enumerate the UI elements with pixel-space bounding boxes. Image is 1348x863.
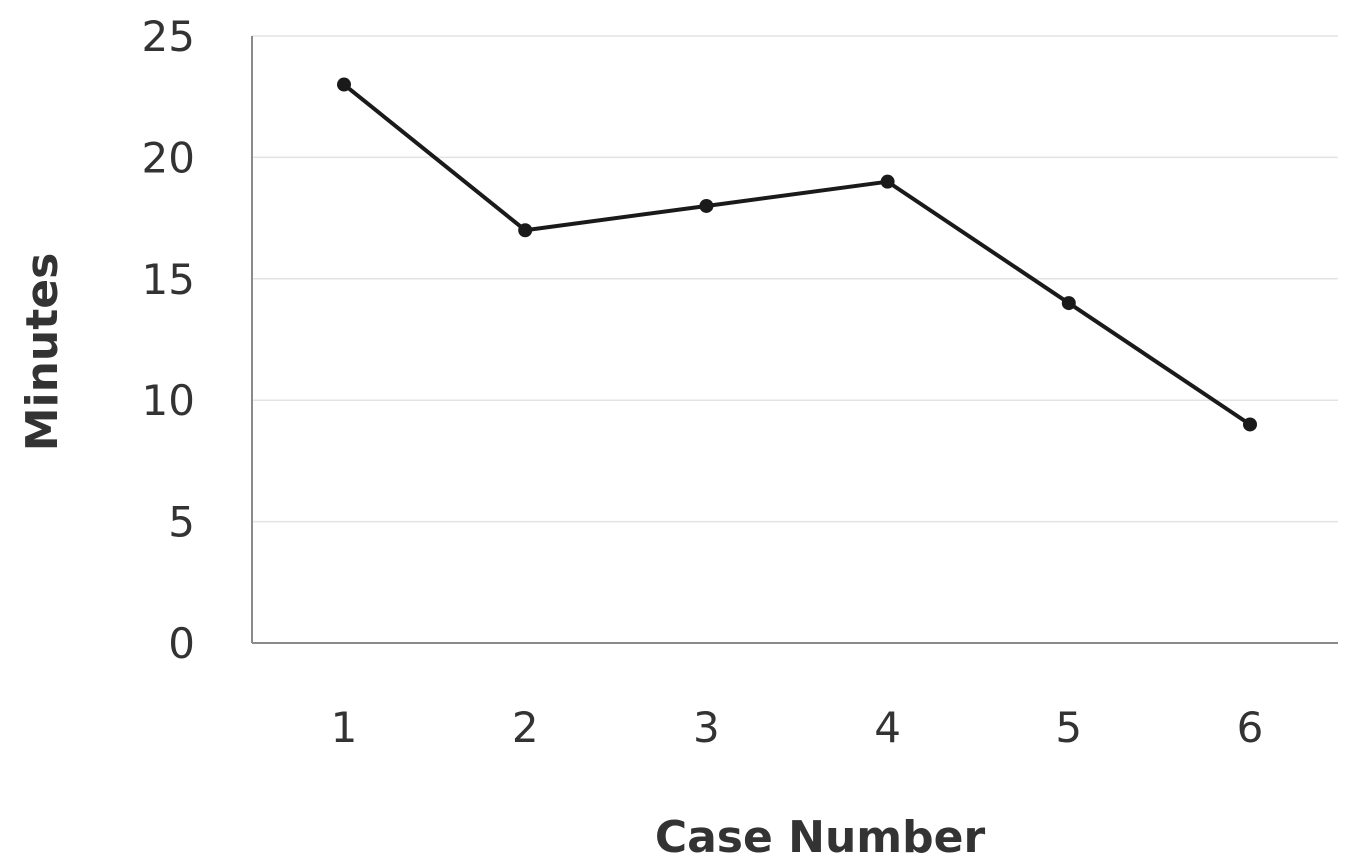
series [337, 77, 1257, 432]
y-tick-label: 15 [142, 255, 195, 304]
y-axis-title: Minutes [17, 253, 68, 452]
x-tick-label: 2 [512, 703, 539, 752]
x-tick-label: 4 [874, 703, 901, 752]
y-tick-label: 20 [142, 133, 195, 182]
x-tick-label: 6 [1237, 703, 1264, 752]
y-tick-label: 0 [168, 619, 195, 668]
data-point [699, 198, 714, 213]
data-point [1061, 296, 1076, 311]
data-point [1243, 417, 1257, 432]
y-tick-label: 5 [168, 498, 195, 547]
x-tick-label: 1 [331, 703, 358, 752]
x-tick-label: 5 [1055, 703, 1082, 752]
gridlines [252, 35, 1338, 523]
data-point [518, 223, 533, 238]
x-tick-label: 3 [693, 703, 720, 752]
data-point [337, 77, 351, 92]
y-tick-labels: 0 5 10 15 20 25 [142, 12, 195, 668]
x-tick-labels: 1 2 3 4 5 6 [331, 703, 1264, 752]
y-tick-label: 10 [142, 376, 195, 425]
x-axis-title: Case Number [655, 812, 986, 863]
axes [251, 36, 1338, 644]
y-tick-label: 25 [142, 12, 195, 61]
data-point [880, 174, 895, 189]
series-line [342, 83, 1252, 427]
